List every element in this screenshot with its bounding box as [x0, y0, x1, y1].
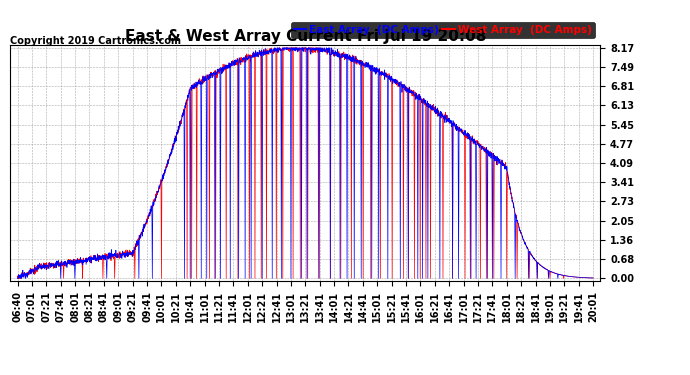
Title: East & West Array Current Fri Jul 19 20:08: East & West Array Current Fri Jul 19 20:… [125, 29, 486, 44]
Legend: East Array  (DC Amps), West Array  (DC Amps): East Array (DC Amps), West Array (DC Amp… [290, 22, 595, 38]
Text: Copyright 2019 Cartronics.com: Copyright 2019 Cartronics.com [10, 36, 181, 45]
